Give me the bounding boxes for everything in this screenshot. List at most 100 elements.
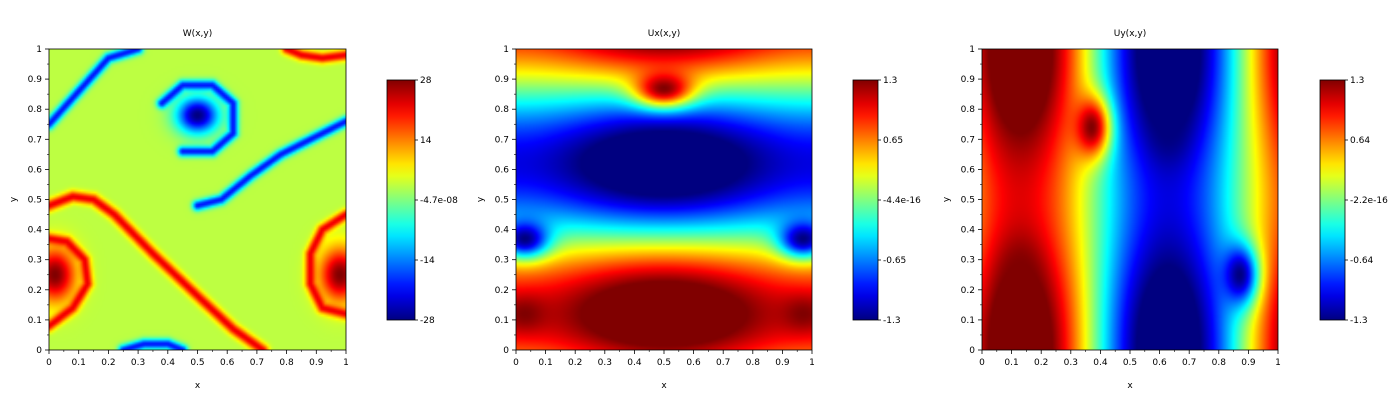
x-axis-label: x xyxy=(1127,381,1133,391)
colorbar-tick-label: -1.3 xyxy=(883,316,901,326)
colorbar: 1.3 0.64 -2.2e-16 -0.64 -1.3 xyxy=(1319,76,1388,326)
colorbar-tick-label: 14 xyxy=(420,136,432,146)
y-tick-label: 1 xyxy=(969,45,975,55)
colorbar-tick-label: 1.3 xyxy=(1350,76,1364,86)
y-tick-label: 0.8 xyxy=(28,105,43,115)
heatmap-image xyxy=(516,49,812,350)
heatmap-panel-3: Uy(x,y) 0 0.1 0.2 0.3 0.4 0.5 0.6 0.7 0.8 0.9 1 0 0.1… xyxy=(942,29,1388,391)
x-tick-label: 1 xyxy=(1275,358,1281,368)
x-tick-label: 0.7 xyxy=(1182,358,1196,368)
y-tick-label: 0.1 xyxy=(28,316,42,326)
y-tick-label: 0.2 xyxy=(28,286,42,296)
y-tick-label: 0.7 xyxy=(28,135,42,145)
y-tick-label: 0.4 xyxy=(961,226,976,236)
chart-title: Ux(x,y) xyxy=(648,29,680,39)
y-tick-label: 0.9 xyxy=(28,75,43,85)
heatmap-panel-2: Ux(x,y) 0 0.1 0.2 0.3 0.4 0.5 0.6 0.7 0.8 0.9 1 0 0.1… xyxy=(476,29,921,391)
y-axis: 0 0.1 0.2 0.3 0.4 0.5 0.6 0.7 0.8 0.9 1 xyxy=(495,45,516,356)
colorbar-tick-label: -14 xyxy=(420,256,435,266)
x-tick-label: 0.6 xyxy=(686,358,701,368)
colorbar: 28 14 -4.7e-08 -14 -28 xyxy=(386,76,458,326)
y-tick-label: 0.4 xyxy=(495,226,510,236)
y-tick-label: 0.3 xyxy=(961,256,975,266)
y-tick-label: 0.7 xyxy=(495,135,509,145)
x-tick-label: 0.6 xyxy=(220,358,235,368)
y-tick-label: 0.9 xyxy=(961,75,976,85)
x-tick-label: 0.5 xyxy=(657,358,671,368)
y-tick-label: 0.6 xyxy=(495,165,510,175)
colorbar-tick-label: 0.65 xyxy=(883,136,903,146)
x-tick-label: 0.9 xyxy=(309,358,324,368)
x-tick-label: 0.3 xyxy=(131,358,145,368)
colorbar: 1.3 0.65 -4.4e-16 -0.65 -1.3 xyxy=(852,76,921,326)
heatmap-image xyxy=(982,49,1278,350)
y-axis-label: y xyxy=(9,196,19,202)
y-tick-label: 1 xyxy=(36,45,42,55)
x-tick-label: 0.8 xyxy=(746,358,761,368)
colorbar-tick-label: 28 xyxy=(420,76,432,86)
y-tick-label: 0.1 xyxy=(961,316,975,326)
colorbar-tick-label: -0.64 xyxy=(1350,256,1374,266)
colorbar-tick-label: 1.3 xyxy=(883,76,897,86)
y-tick-label: 0.9 xyxy=(495,75,510,85)
colorbar-tick-label: -28 xyxy=(420,316,435,326)
x-tick-label: 0.2 xyxy=(568,358,582,368)
x-tick-label: 0 xyxy=(979,358,985,368)
x-tick-label: 0.1 xyxy=(538,358,552,368)
x-tick-label: 1 xyxy=(343,358,349,368)
colorbar-tick-label: -4.7e-08 xyxy=(420,196,458,206)
x-tick-label: 0.6 xyxy=(1152,358,1167,368)
x-tick-label: 0 xyxy=(513,358,519,368)
x-tick-label: 0.2 xyxy=(1034,358,1048,368)
y-tick-label: 0.4 xyxy=(28,226,43,236)
y-tick-label: 0.5 xyxy=(28,196,42,206)
x-tick-label: 0.1 xyxy=(72,358,86,368)
y-tick-label: 0.7 xyxy=(961,135,975,145)
y-axis: 0 0.1 0.2 0.3 0.4 0.5 0.6 0.7 0.8 0.9 1 xyxy=(961,45,982,356)
y-tick-label: 0.6 xyxy=(28,165,43,175)
colorbar-gradient xyxy=(1319,79,1346,321)
x-tick-label: 0.9 xyxy=(775,358,790,368)
y-tick-label: 0 xyxy=(36,346,42,356)
colorbar-gradient xyxy=(852,79,879,321)
x-tick-label: 0.4 xyxy=(627,358,642,368)
x-tick-label: 0.5 xyxy=(190,358,204,368)
x-tick-label: 0.4 xyxy=(161,358,176,368)
y-axis-label: y xyxy=(476,196,486,202)
x-tick-label: 0.1 xyxy=(1004,358,1018,368)
heatmap-image xyxy=(49,49,346,350)
x-tick-label: 0.9 xyxy=(1241,358,1256,368)
y-axis-label: y xyxy=(942,196,952,202)
colorbar-tick-label: 0.64 xyxy=(1350,136,1370,146)
y-tick-label: 0 xyxy=(969,346,975,356)
x-axis-label: x xyxy=(661,381,667,391)
y-tick-label: 1 xyxy=(503,45,509,55)
y-tick-label: 0.6 xyxy=(961,165,976,175)
y-tick-label: 0.1 xyxy=(495,316,509,326)
x-tick-label: 0.3 xyxy=(598,358,612,368)
colorbar-tick-label: -0.65 xyxy=(883,256,906,266)
colorbar-tick-label: -4.4e-16 xyxy=(883,196,921,206)
x-axis: 0 0.1 0.2 0.3 0.4 0.5 0.6 0.7 0.8 0.9 1 xyxy=(46,350,349,368)
y-tick-label: 0.2 xyxy=(495,286,509,296)
x-axis-label: x xyxy=(195,381,201,391)
x-tick-label: 0.8 xyxy=(1212,358,1227,368)
x-tick-label: 0.3 xyxy=(1064,358,1078,368)
x-tick-label: 0.4 xyxy=(1093,358,1108,368)
y-tick-label: 0.5 xyxy=(495,196,509,206)
y-tick-label: 0.8 xyxy=(495,105,510,115)
y-axis: 0 0.1 0.2 0.3 0.4 0.5 0.6 0.7 0.8 0.9 1 xyxy=(28,45,49,356)
x-axis: 0 0.1 0.2 0.3 0.4 0.5 0.6 0.7 0.8 0.9 1 xyxy=(979,350,1281,368)
colorbar-tick-label: -1.3 xyxy=(1350,316,1368,326)
y-tick-label: 0 xyxy=(503,346,509,356)
colorbar-gradient xyxy=(386,79,416,321)
y-tick-label: 0.8 xyxy=(961,105,976,115)
x-tick-label: 0.2 xyxy=(101,358,115,368)
x-tick-label: 0 xyxy=(46,358,52,368)
chart-title: W(x,y) xyxy=(183,29,212,39)
heatmap-panel-1: W(x,y) 0 0.1 0.2 0.3 0.4 0.5 0.6 0.7 0.8 0.9 1 0 0.1 0… xyxy=(9,29,458,391)
x-axis: 0 0.1 0.2 0.3 0.4 0.5 0.6 0.7 0.8 0.9 1 xyxy=(513,350,815,368)
x-tick-label: 1 xyxy=(809,358,815,368)
x-tick-label: 0.8 xyxy=(279,358,294,368)
